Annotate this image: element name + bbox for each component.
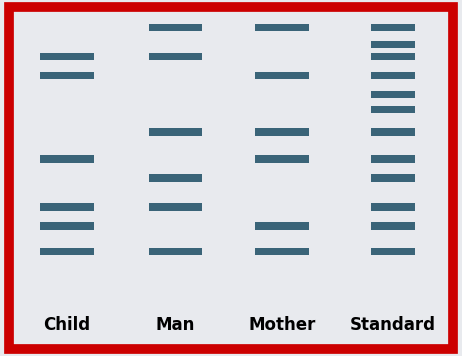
FancyBboxPatch shape [149,203,202,211]
FancyBboxPatch shape [255,128,309,136]
FancyBboxPatch shape [371,24,415,31]
FancyBboxPatch shape [149,53,202,61]
FancyBboxPatch shape [371,203,415,211]
FancyBboxPatch shape [40,53,93,61]
FancyBboxPatch shape [371,41,415,48]
Text: Man: Man [156,316,195,334]
FancyBboxPatch shape [371,128,415,136]
FancyBboxPatch shape [255,72,309,79]
FancyBboxPatch shape [371,248,415,255]
FancyBboxPatch shape [149,248,202,255]
FancyBboxPatch shape [255,222,309,230]
FancyBboxPatch shape [371,222,415,230]
Text: Child: Child [43,316,91,334]
FancyBboxPatch shape [40,156,93,163]
FancyBboxPatch shape [40,222,93,230]
FancyBboxPatch shape [371,174,415,182]
FancyBboxPatch shape [371,53,415,61]
FancyBboxPatch shape [255,248,309,255]
FancyBboxPatch shape [371,156,415,163]
FancyBboxPatch shape [149,24,202,31]
Text: Mother: Mother [248,316,316,334]
FancyBboxPatch shape [255,24,309,31]
Text: Standard: Standard [350,316,436,334]
FancyBboxPatch shape [149,174,202,182]
FancyBboxPatch shape [40,248,93,255]
FancyBboxPatch shape [371,72,415,79]
FancyBboxPatch shape [255,156,309,163]
FancyBboxPatch shape [40,203,93,211]
FancyBboxPatch shape [149,128,202,136]
FancyBboxPatch shape [371,90,415,98]
FancyBboxPatch shape [40,72,93,79]
FancyBboxPatch shape [371,106,415,114]
